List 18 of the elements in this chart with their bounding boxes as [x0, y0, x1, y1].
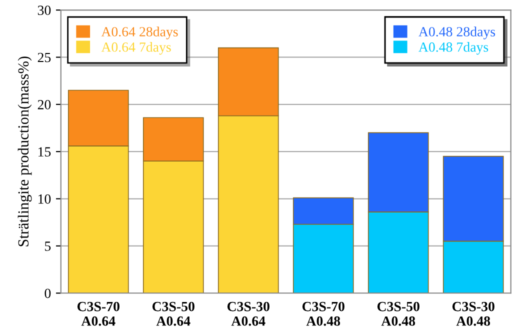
x-tick-label: C3S-70 A0.64 [77, 302, 120, 326]
x-tick-label: C3S-70 A0.48 [302, 302, 344, 326]
legend-label: A0.48 28days [418, 26, 496, 40]
y-tick-label: 15 [38, 147, 51, 157]
y-tick-label: 10 [38, 194, 51, 204]
y-tick-label: 0 [44, 288, 51, 298]
y-axis-title: Strätlingite production(mass%) [18, 56, 32, 246]
x-tick-label: C3S-30 A0.64 [227, 302, 270, 326]
legend-label: A0.48 7days [418, 42, 488, 55]
y-tick-label: 30 [38, 6, 51, 16]
x-tick-label: C3S-50 A0.64 [152, 302, 194, 326]
x-tick-label: C3S-30 A0.48 [452, 302, 494, 326]
legend-label: A0.64 7days [101, 42, 171, 55]
y-tick-label: 5 [45, 242, 51, 251]
y-tick-label: 20 [38, 100, 51, 110]
x-tick-label: C3S-50 A0.48 [377, 302, 420, 326]
legend-label: A0.64 28days [101, 26, 178, 40]
y-tick-label: 25 [38, 52, 51, 62]
